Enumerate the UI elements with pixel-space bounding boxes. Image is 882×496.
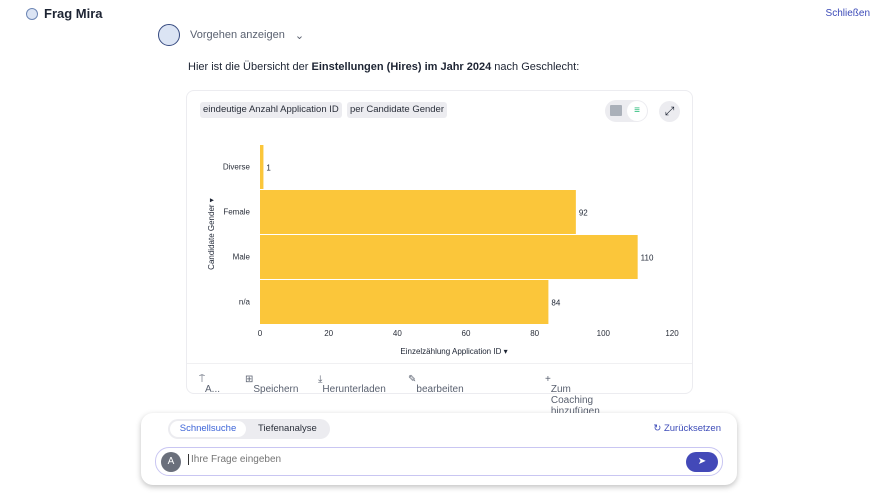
intro-text: Hier ist die Übersicht der Einstellungen… [188,61,579,73]
measure-chip: eindeutige Anzahl Application ID [200,102,342,118]
send-icon[interactable]: ➤ [686,452,718,472]
view-toggle[interactable]: ≡ [605,100,648,122]
bar-chart: Diverse 1 Female 92 Male 110 n/a 84 0 20 40 60 80 100… [207,145,679,356]
x-axis-title: Einzelzählung Application ID ▾ [400,347,507,356]
coaching-label: Zum Coaching hinzufügen [550,384,600,417]
pin-button[interactable]: ⍑ A... [199,374,221,395]
intro-bold: Einstellungen (Hires) im Jahr 2024 [311,61,492,73]
close-link[interactable]: Schließen [825,8,870,19]
y-axis-title: Candidate Gender ▾ [207,198,216,270]
x-tick-label: 0 [258,329,263,338]
mira-avatar-icon [26,7,38,20]
user-avatar: A [161,452,181,472]
data-label: 84 [551,299,560,308]
x-tick-label: 80 [530,329,539,338]
edit-label: bearbeiten [416,384,464,395]
tab-schnellsuche[interactable]: Schnellsuche [170,421,246,437]
x-tick-label: 120 [665,329,679,338]
mira-avatar-icon [158,24,180,46]
category-label: Male [233,253,251,262]
add-coaching-button[interactable]: + Zum Coaching hinzufügen [545,374,600,417]
show-steps-toggle[interactable]: Vorgehen anzeigen ⌄ [158,24,304,46]
expand-icon[interactable]: ⤢ [659,101,680,122]
intro-prefix: Hier ist die Übersicht der [188,61,312,73]
x-tick-label: 40 [393,329,402,338]
bar-chart-view-icon[interactable]: ≡ [627,101,647,121]
question-input[interactable] [188,454,648,465]
x-tick-label: 60 [462,329,471,338]
edit-button[interactable]: ✎ bearbeiten [408,374,464,395]
save-button[interactable]: ⊞ Speichern [245,374,299,395]
mode-switch: Schnellsuche Tiefenanalyse [168,419,330,439]
tab-tiefenanalyse[interactable]: Tiefenanalyse [258,423,317,434]
download-label: Herunterladen [322,384,386,395]
data-label: 110 [641,254,654,263]
chevron-down-icon: ⌄ [294,29,305,42]
data-label: 1 [266,164,271,173]
x-tick-label: 20 [324,329,333,338]
title-text: Frag Mira [44,6,103,21]
reset-label: Zurücksetzen [663,423,721,434]
app-title: Frag Mira [26,6,103,21]
bar-Male [260,235,638,279]
category-label: n/a [239,298,251,307]
bar-n/a [260,280,549,324]
dimension-chip: per Candidate Gender [347,102,448,118]
question-box: A ➤ [155,447,723,476]
bar-Female [260,190,576,234]
chat-panel: Schnellsuche Tiefenanalyse ↻ Zurücksetze… [141,413,737,485]
bar-Diverse [260,145,264,189]
x-tick-label: 100 [597,329,611,338]
intro-suffix: nach Geschlecht: [491,61,580,73]
table-view-icon[interactable] [610,105,622,116]
reset-button[interactable]: ↻ Zurücksetzen [653,423,721,434]
save-label: Speichern [253,384,299,395]
download-button[interactable]: ⤓ Herunterladen [318,374,386,395]
card-footer: ⍑ A... ⊞ Speichern ⤓ Herunterladen ✎ bea… [187,363,692,417]
pin-label: A... [205,384,221,395]
chart-card: eindeutige Anzahl Application ID per Can… [186,90,693,417]
category-label: Female [223,208,250,217]
category-label: Diverse [223,163,251,172]
data-label: 92 [579,209,588,218]
steps-label: Vorgehen anzeigen [190,29,285,41]
